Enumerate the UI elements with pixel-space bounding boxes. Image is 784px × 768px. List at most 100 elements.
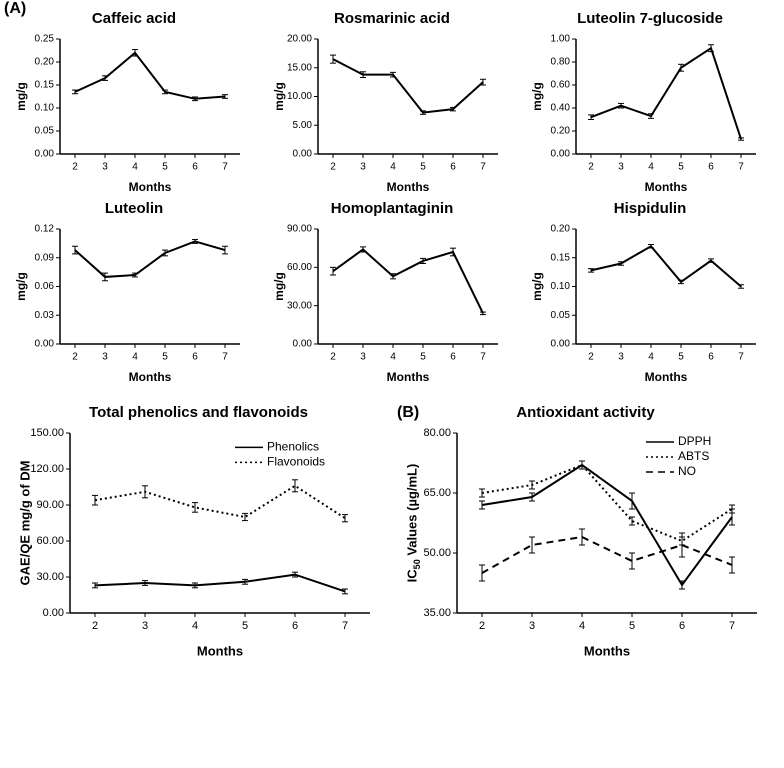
chart-title: Antioxidant activity (397, 404, 774, 421)
chart-hispidulin: Hispidulin0.000.050.100.150.20234567Mont… (526, 200, 774, 384)
svg-text:ABTS: ABTS (678, 449, 709, 463)
svg-text:0.06: 0.06 (35, 281, 55, 292)
svg-text:7: 7 (729, 620, 735, 632)
chart-total-phenolics-flavonoids: Total phenolics and flavonoids0.0030.006… (10, 404, 387, 658)
svg-text:6: 6 (708, 352, 714, 363)
svg-text:6: 6 (192, 352, 198, 363)
svg-text:2: 2 (479, 620, 485, 632)
svg-text:4: 4 (390, 162, 396, 173)
chart-title: Hispidulin (526, 200, 774, 217)
svg-text:35.00: 35.00 (423, 607, 451, 619)
svg-text:0.00: 0.00 (293, 149, 313, 160)
svg-text:5: 5 (420, 352, 426, 363)
svg-text:0.15: 0.15 (551, 252, 571, 263)
svg-text:150.00: 150.00 (30, 427, 64, 439)
svg-text:5: 5 (678, 352, 684, 363)
svg-text:0.20: 0.20 (551, 126, 571, 137)
svg-text:7: 7 (342, 620, 348, 632)
svg-text:5: 5 (629, 620, 635, 632)
svg-text:90.00: 90.00 (36, 499, 64, 511)
svg-text:0.10: 0.10 (551, 281, 571, 292)
svg-text:6: 6 (450, 162, 456, 173)
svg-text:6: 6 (192, 162, 198, 173)
svg-text:Months: Months (645, 180, 688, 194)
svg-text:IC50 Values (µg/mL): IC50 Values (µg/mL) (404, 464, 422, 583)
svg-text:7: 7 (222, 352, 228, 363)
svg-text:3: 3 (360, 352, 366, 363)
svg-text:Months: Months (197, 643, 243, 658)
svg-text:3: 3 (142, 620, 148, 632)
svg-text:GAE/QE mg/g of DM: GAE/QE mg/g of DM (17, 461, 32, 586)
svg-text:3: 3 (529, 620, 535, 632)
svg-text:2: 2 (330, 352, 336, 363)
svg-text:3: 3 (618, 352, 624, 363)
svg-text:2: 2 (330, 162, 336, 173)
svg-text:4: 4 (390, 352, 396, 363)
svg-text:5: 5 (162, 162, 168, 173)
svg-text:0.09: 0.09 (35, 252, 55, 263)
svg-text:0.05: 0.05 (35, 126, 55, 137)
svg-text:2: 2 (92, 620, 98, 632)
svg-text:0.12: 0.12 (35, 224, 55, 235)
svg-text:7: 7 (480, 162, 486, 173)
svg-text:4: 4 (132, 352, 138, 363)
svg-text:Months: Months (584, 643, 630, 658)
svg-text:mg/g: mg/g (272, 82, 286, 111)
chart-luteolin-7-glucoside: Luteolin 7-glucoside0.000.200.400.600.80… (526, 10, 774, 194)
svg-text:5: 5 (242, 620, 248, 632)
svg-text:4: 4 (579, 620, 585, 632)
chart-title: Caffeic acid (10, 10, 258, 27)
svg-text:6: 6 (679, 620, 685, 632)
svg-text:3: 3 (618, 162, 624, 173)
svg-text:mg/g: mg/g (530, 82, 544, 111)
chart-homoplantaginin: Homoplantaginin0.0030.0060.0090.00234567… (268, 200, 516, 384)
chart-title: Rosmarinic acid (268, 10, 516, 27)
svg-text:6: 6 (708, 162, 714, 173)
svg-text:0.00: 0.00 (35, 149, 55, 160)
svg-text:0.25: 0.25 (35, 34, 55, 45)
svg-text:2: 2 (588, 352, 594, 363)
svg-text:mg/g: mg/g (14, 272, 28, 301)
svg-text:90.00: 90.00 (287, 224, 312, 235)
svg-text:6: 6 (292, 620, 298, 632)
svg-text:5.00: 5.00 (293, 120, 313, 131)
chart-luteolin: Luteolin0.000.030.060.090.12234567Months… (10, 200, 258, 384)
svg-text:7: 7 (222, 162, 228, 173)
chart-title: Homoplantaginin (268, 200, 516, 217)
svg-text:1.00: 1.00 (551, 34, 571, 45)
svg-text:7: 7 (738, 162, 744, 173)
section-b-label: (B) (397, 404, 419, 422)
svg-text:0.00: 0.00 (35, 339, 55, 350)
svg-text:0.00: 0.00 (293, 339, 313, 350)
svg-text:0.00: 0.00 (43, 607, 64, 619)
svg-text:0.00: 0.00 (551, 149, 571, 160)
top-grid: Caffeic acid 0.00 0.05 0.10 0.15 0.20 0.25 2 3 4 5… (10, 10, 774, 384)
svg-text:Months: Months (387, 370, 430, 384)
svg-text:Flavonoids: Flavonoids (267, 455, 325, 469)
svg-text:3: 3 (102, 162, 108, 173)
svg-text:7: 7 (480, 352, 486, 363)
svg-text:0.10: 0.10 (35, 103, 55, 114)
svg-text:Months: Months (645, 370, 688, 384)
chart-title: Total phenolics and flavonoids (10, 404, 387, 421)
svg-text:0.00: 0.00 (551, 339, 571, 350)
svg-text:0.15: 0.15 (35, 80, 55, 91)
svg-text:2: 2 (588, 162, 594, 173)
svg-text:DPPH: DPPH (678, 434, 711, 448)
svg-text:mg/g: mg/g (14, 82, 28, 111)
svg-text:5: 5 (162, 352, 168, 363)
svg-text:120.00: 120.00 (30, 463, 64, 475)
svg-text:30.00: 30.00 (287, 300, 312, 311)
svg-text:15.00: 15.00 (287, 62, 312, 73)
svg-text:Months: Months (387, 180, 430, 194)
svg-text:Months: Months (129, 370, 172, 384)
chart-title: Luteolin 7-glucoside (526, 10, 774, 27)
svg-text:7: 7 (738, 352, 744, 363)
svg-text:0.40: 0.40 (551, 103, 571, 114)
svg-text:Months: Months (129, 180, 172, 194)
svg-text:4: 4 (192, 620, 198, 632)
svg-text:5: 5 (420, 162, 426, 173)
svg-text:65.00: 65.00 (423, 487, 451, 499)
svg-text:2: 2 (72, 162, 78, 173)
chart-rosmarinic-acid: Rosmarinic acid0.005.0010.0015.0020.0023… (268, 10, 516, 194)
